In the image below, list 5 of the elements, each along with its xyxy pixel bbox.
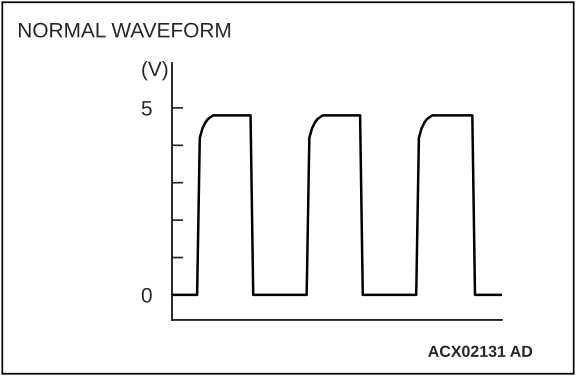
y-tick-label: 5 [142,101,152,116]
y-tick-label: 0 [142,288,152,303]
y-axis-title: (V) [142,61,168,80]
text: ACX02131 AD [428,346,532,357]
chart-title: NORMAL WAVEFORM [18,22,230,38]
